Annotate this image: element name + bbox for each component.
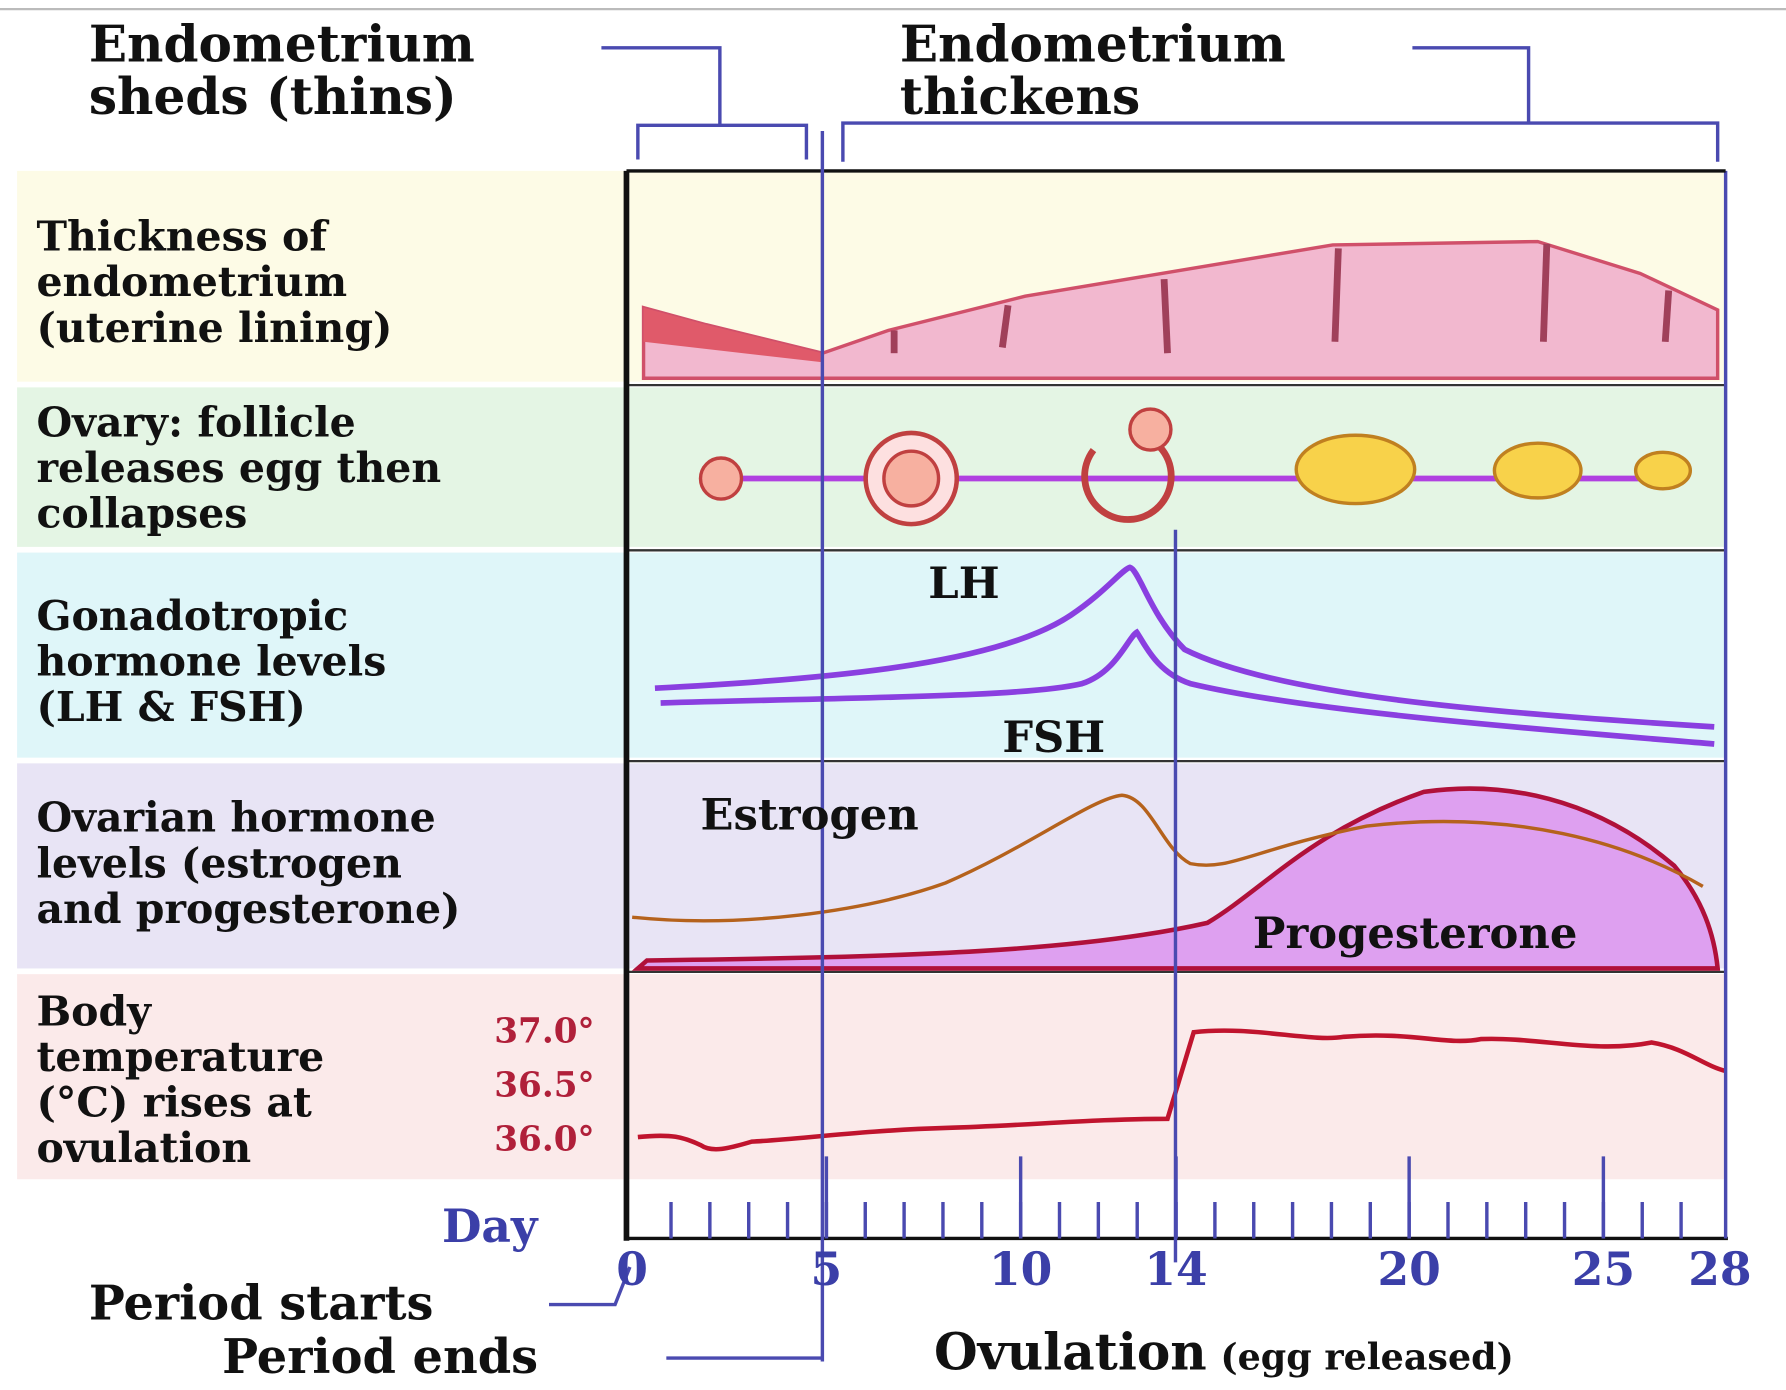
day-tick-label: 5	[811, 1242, 843, 1296]
ovulation-note: (egg released)	[1220, 1335, 1513, 1378]
row-label: (°C) rises at	[36, 1078, 311, 1127]
day-tick-label: 20	[1377, 1242, 1440, 1296]
row-label: temperature	[36, 1032, 324, 1081]
row-label: releases egg then	[36, 443, 441, 492]
row-label: hormone levels	[36, 637, 386, 686]
row-label: endometrium	[36, 257, 347, 306]
temperature-label: 36.5°	[494, 1066, 594, 1106]
temperature-label: 37.0°	[494, 1011, 594, 1051]
phase-label: Endometrium	[900, 15, 1286, 74]
curve-label: Progesterone	[1253, 908, 1577, 959]
curve-label: LH	[928, 558, 999, 609]
row-label: Gonadotropic	[36, 591, 348, 640]
row-label: ovulation	[36, 1123, 251, 1172]
phase-label: thickens	[900, 67, 1140, 126]
row-label: levels (estrogen	[36, 838, 401, 887]
day-tick-label: 0	[616, 1242, 648, 1296]
row-label: Thickness of	[36, 212, 329, 261]
phase-bracket-shed	[601, 48, 806, 160]
phase-label: Endometrium	[89, 15, 475, 74]
row-label: Body	[36, 986, 152, 1035]
day-tick-label: 25	[1572, 1242, 1635, 1296]
phase-label: sheds (thins)	[89, 67, 457, 126]
ovulation-label: Ovulation	[934, 1322, 1207, 1381]
row-label: Ovarian hormone	[36, 793, 435, 842]
day-tick-label: 10	[989, 1242, 1052, 1296]
day-tick-label: 14	[1144, 1242, 1207, 1296]
temperature-label: 36.0°	[494, 1120, 594, 1160]
curve-label: FSH	[1002, 712, 1105, 763]
annotation: Ovulation (egg released)	[934, 1322, 1514, 1381]
curve-label: Estrogen	[701, 789, 919, 840]
annotation: Period ends	[222, 1329, 538, 1385]
menstrual-cycle-diagram: Endometrium sheds (thins) Endometrium th…	[0, 0, 1786, 1390]
row-label: Ovary: follicle	[36, 397, 355, 446]
row-label: (uterine lining)	[36, 303, 392, 352]
axis-title: Day	[442, 1199, 539, 1253]
row-label: and progesterone)	[36, 884, 460, 933]
row-label: collapses	[36, 489, 247, 538]
day-tick-label: 28	[1688, 1242, 1751, 1296]
row-label: (LH & FSH)	[36, 682, 305, 731]
annotation: Period starts	[89, 1275, 434, 1331]
